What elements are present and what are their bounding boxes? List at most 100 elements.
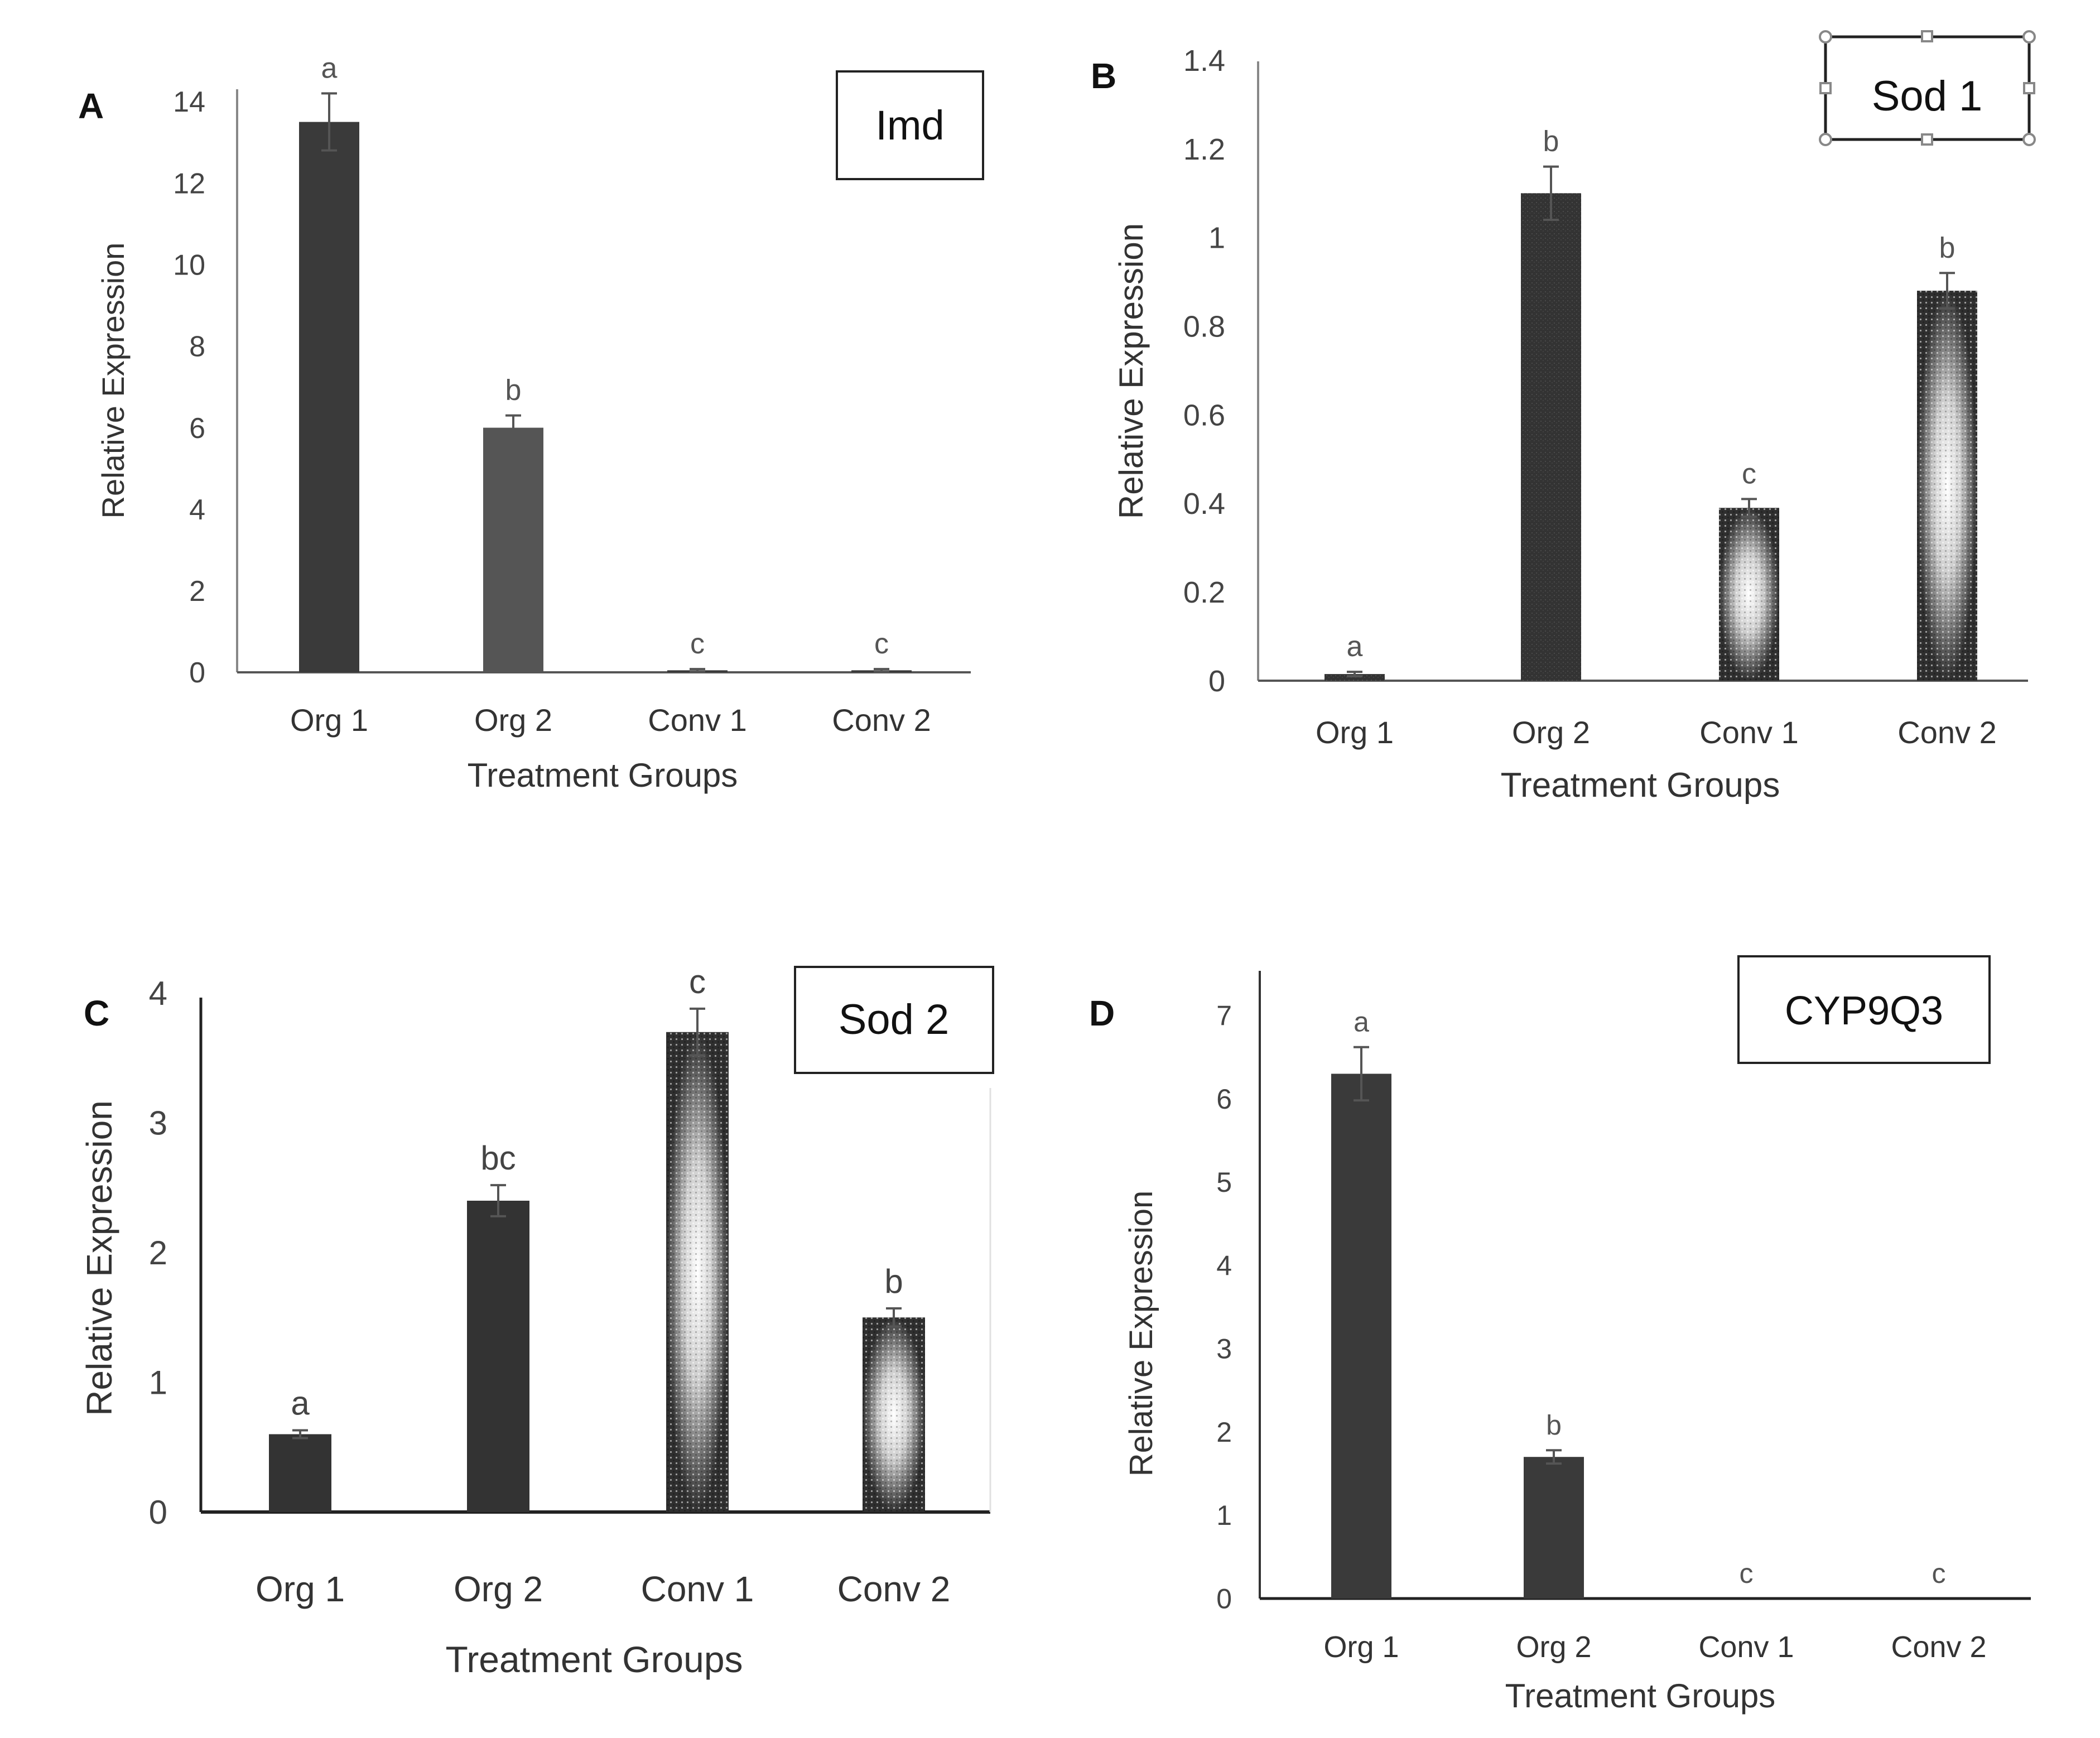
x-tick-label: Conv 2 — [832, 702, 931, 738]
y-tick-label: 0 — [1216, 1583, 1232, 1615]
bar — [269, 1434, 331, 1512]
panel-c-title: Sod 2 — [839, 996, 950, 1043]
y-tick-label: 4 — [149, 975, 167, 1012]
significance-label: a — [1354, 1007, 1369, 1038]
y-tick-label: 5 — [1216, 1167, 1232, 1198]
significance-label: b — [1939, 232, 1955, 264]
panel-b-letter: B — [1091, 56, 1116, 96]
x-tick-label: Conv 2 — [837, 1569, 951, 1609]
bar — [1331, 1073, 1391, 1599]
x-tick-label: Org 2 — [1516, 1630, 1591, 1664]
y-tick-label: 6 — [189, 412, 205, 445]
bar-texture — [666, 1032, 729, 1512]
panel-a-letter: A — [78, 86, 104, 126]
panel-d-title-box[interactable] — [1737, 955, 1991, 1064]
panel-a-ylabel: Relative Expression — [95, 243, 131, 519]
panel-b-xlabel: Treatment Groups — [1501, 766, 1780, 805]
significance-label: b — [505, 374, 522, 407]
panel-d-plot: 0 1 2 3 4 5 6 7 a Org 1 b Org 2 c Conv 1 c Conv 2 — [1216, 1000, 1986, 1664]
significance-label: a — [321, 52, 338, 84]
significance-label: c — [1740, 1558, 1754, 1589]
panel-b-plot: 0 0.2 0.4 0.6 0.8 1 1.2 1.4 a Org 1 b Org 2 c Conv 1 b… — [1183, 44, 1997, 750]
significance-label: a — [291, 1385, 310, 1422]
significance-label: b — [1546, 1409, 1562, 1441]
panel-c-ylabel: Relative Expression — [79, 1100, 119, 1416]
panel-c-title-box[interactable] — [794, 966, 994, 1074]
y-tick-label: 6 — [1216, 1084, 1232, 1115]
panel-d-title: CYP9Q3 — [1785, 989, 1943, 1033]
panel-c: C 0 1 2 3 4 a Org 1 bc Org 2 c Conv 1 b Conv 2 Relat… — [79, 963, 994, 1680]
y-tick-label: 1.2 — [1183, 133, 1225, 166]
y-tick-label: 7 — [1216, 1000, 1232, 1032]
significance-label: c — [690, 628, 705, 660]
panel-b-title-box[interactable] — [1824, 35, 2031, 141]
y-tick-label: 1 — [1208, 222, 1225, 255]
x-tick-label: Org 1 — [290, 702, 368, 738]
panel-c-letter: C — [84, 993, 109, 1033]
y-tick-label: 8 — [189, 331, 205, 363]
panel-a-title: Imd — [875, 102, 944, 148]
significance-label: b — [1543, 126, 1559, 158]
significance-label: bc — [480, 1139, 516, 1177]
panel-a-title-box[interactable] — [836, 70, 984, 180]
y-tick-label: 3 — [1216, 1333, 1232, 1365]
significance-label: a — [1347, 630, 1363, 663]
panel-d-ylabel: Relative Expression — [1123, 1191, 1159, 1477]
y-tick-label: 0 — [149, 1494, 167, 1531]
panel-a-xlabel: Treatment Groups — [468, 757, 738, 794]
y-tick-label: 0 — [189, 657, 205, 689]
y-tick-label: 2 — [1216, 1417, 1232, 1448]
y-tick-label: 3 — [149, 1105, 167, 1142]
y-tick-label: 2 — [149, 1234, 167, 1272]
x-tick-label: Org 2 — [474, 702, 552, 738]
panel-b-title: Sod 1 — [1872, 73, 1983, 120]
y-tick-label: 0 — [1208, 665, 1225, 698]
x-tick-label: Org 1 — [1323, 1630, 1399, 1664]
y-tick-label: 4 — [1216, 1250, 1232, 1281]
y-tick-label: 10 — [173, 249, 205, 281]
x-tick-label: Org 2 — [454, 1569, 543, 1609]
y-tick-label: 14 — [173, 86, 205, 118]
x-tick-label: Org 1 — [256, 1569, 345, 1609]
panel-c-plot: 0 1 2 3 4 a Org 1 bc Org 2 c Conv 1 b Conv 2 — [149, 963, 951, 1609]
x-tick-label: Org 2 — [1512, 715, 1590, 750]
bar — [1524, 1457, 1584, 1599]
significance-label: c — [1932, 1558, 1946, 1589]
x-tick-label: Conv 1 — [648, 702, 746, 738]
panel-a-plot: 0 2 4 6 8 10 12 14 a Org 1 b Org 2 c Conv 1 c Conv 2 — [173, 52, 931, 738]
y-tick-label: 0.6 — [1183, 398, 1225, 432]
x-tick-label: Conv 1 — [1698, 1630, 1794, 1664]
y-tick-label: 1 — [1216, 1500, 1232, 1531]
panel-c-xlabel: Treatment Groups — [445, 1639, 743, 1680]
bar-texture — [1719, 508, 1779, 681]
panel-b-selection-handles[interactable] — [1819, 30, 2036, 146]
bar-texture — [863, 1317, 925, 1512]
x-tick-label: Org 1 — [1316, 715, 1394, 750]
panel-b: B 0 0.2 0.4 0.6 0.8 1 1.2 1.4 a Org 1 b Org 2 c Conv … — [1091, 30, 2036, 805]
x-tick-label: Conv 2 — [1891, 1630, 1986, 1664]
x-tick-label: Conv 2 — [1897, 715, 1996, 750]
y-tick-label: 1.4 — [1183, 44, 1225, 78]
y-tick-label: 0.8 — [1183, 310, 1225, 343]
panel-d: D 0 1 2 3 4 5 6 7 a Org 1 b Org 2 c Conv 1 c Conv 2 Rel… — [1089, 955, 2031, 1715]
panel-d-xlabel: Treatment Groups — [1505, 1677, 1776, 1715]
y-tick-label: 12 — [173, 167, 205, 200]
x-tick-label: Conv 1 — [641, 1569, 754, 1609]
bar — [299, 122, 359, 673]
y-tick-label: 2 — [189, 575, 205, 608]
significance-label: c — [874, 628, 889, 660]
y-tick-label: 0.4 — [1183, 487, 1225, 521]
bar — [467, 1201, 529, 1512]
bar — [483, 427, 543, 672]
significance-label: b — [884, 1263, 903, 1300]
panel-d-letter: D — [1089, 993, 1115, 1033]
panel-b-ylabel: Relative Expression — [1112, 223, 1150, 519]
bar-texture — [1917, 291, 1977, 681]
y-tick-label: 1 — [149, 1364, 167, 1402]
y-tick-label: 4 — [189, 494, 205, 526]
significance-label: c — [689, 963, 706, 1000]
bar — [1521, 193, 1581, 681]
x-tick-label: Conv 1 — [1699, 715, 1798, 750]
